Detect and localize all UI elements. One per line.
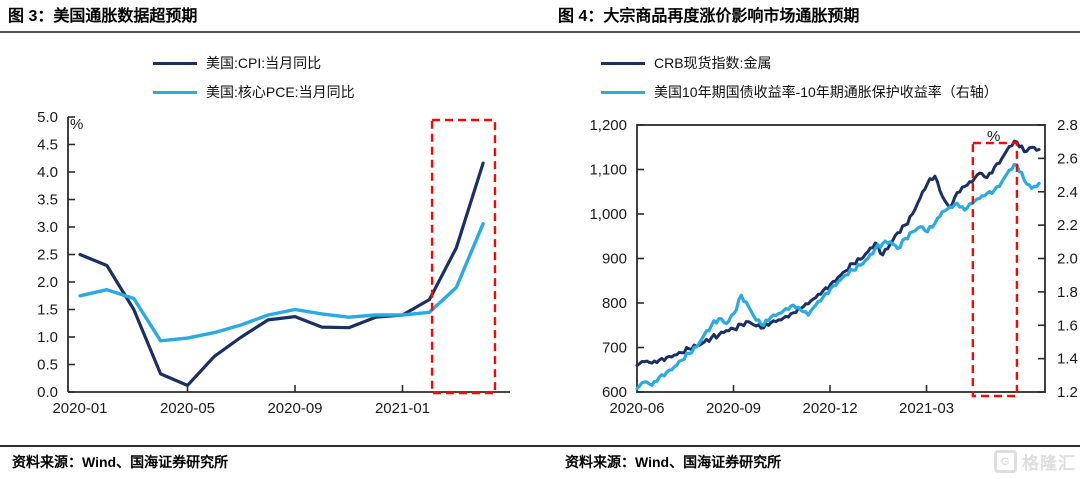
svg-text:1,100: 1,100 <box>589 162 627 179</box>
svg-text:2.0: 2.0 <box>1057 251 1078 268</box>
svg-text:1.8: 1.8 <box>1057 284 1078 301</box>
svg-text:%: % <box>70 116 83 133</box>
svg-text:1.5: 1.5 <box>37 302 58 319</box>
core-pce-line-swatch <box>153 90 197 94</box>
us-inflation-line-chart: 0.0 0.5 1.0 1.5 2.0 2.5 3.0 3.5 4.0 4.5 5.0 2020-01… <box>37 109 510 417</box>
breakeven-line-swatch <box>601 90 645 94</box>
svg-text:1.4: 1.4 <box>1057 351 1078 368</box>
svg-text:2021-03: 2021-03 <box>899 400 954 417</box>
core-pce-legend-label: 美国:核心PCE:当月同比 <box>206 84 355 100</box>
svg-text:4.0: 4.0 <box>37 164 58 181</box>
svg-text:2021-01: 2021-01 <box>375 400 430 417</box>
svg-text:1.0: 1.0 <box>37 329 58 346</box>
cpi-line <box>78 161 485 387</box>
legend-item-crb: CRB现货指数:金属 <box>601 55 998 71</box>
figure3-title: 图 3：美国通胀数据超预期 <box>8 8 198 25</box>
svg-text:2020-05: 2020-05 <box>160 400 215 417</box>
svg-text:2.0: 2.0 <box>37 274 58 291</box>
svg-text:2.4: 2.4 <box>1057 184 1078 201</box>
svg-text:2020-01: 2020-01 <box>52 400 107 417</box>
svg-text:2020-12: 2020-12 <box>802 400 857 417</box>
gelonghui-watermark: G 格隆汇 <box>994 449 1076 474</box>
legend-item-cpi: 美国:CPI:当月同比 <box>153 55 355 71</box>
source-divider <box>0 445 1080 447</box>
svg-text:3.0: 3.0 <box>37 219 58 236</box>
figure4-source: 资料来源：Wind、国海证券研究所 <box>565 454 782 470</box>
highlight-box <box>430 118 497 395</box>
crb-line-swatch <box>601 61 645 65</box>
svg-text:900: 900 <box>602 251 627 268</box>
svg-text:4.5: 4.5 <box>37 137 58 154</box>
svg-text:2020-09: 2020-09 <box>706 400 761 417</box>
svg-text:2.8: 2.8 <box>1057 117 1078 134</box>
svg-text:0.5: 0.5 <box>37 357 58 374</box>
svg-text:700: 700 <box>602 340 627 357</box>
crb-metals-line <box>635 139 1041 367</box>
gelonghui-watermark-text: 格隆汇 <box>1022 454 1076 473</box>
figure3-source: 资料来源：Wind、国海证券研究所 <box>12 454 229 470</box>
svg-text:0.0: 0.0 <box>37 384 58 401</box>
title-divider <box>0 31 1080 33</box>
svg-text:1,200: 1,200 <box>589 117 627 134</box>
svg-text:2020-09: 2020-09 <box>267 400 322 417</box>
core-pce-line <box>78 221 485 343</box>
svg-text:1.6: 1.6 <box>1057 317 1078 334</box>
svg-text:2.2: 2.2 <box>1057 217 1078 234</box>
legend-item-breakeven: 美国10年期国债收益率-10年期通胀保护收益率（右轴） <box>601 84 998 100</box>
crb-legend-label: CRB现货指数:金属 <box>654 55 772 71</box>
svg-text:2.5: 2.5 <box>37 247 58 264</box>
cpi-legend-label: 美国:CPI:当月同比 <box>206 55 322 71</box>
figure4-title: 图 4：大宗商品再度涨价影响市场通胀预期 <box>558 8 860 25</box>
svg-text:2020-06: 2020-06 <box>609 400 664 417</box>
figure4-legend: CRB现货指数:金属 美国10年期国债收益率-10年期通胀保护收益率（右轴） <box>601 55 998 100</box>
breakeven-legend-label: 美国10年期国债收益率-10年期通胀保护收益率（右轴） <box>654 84 998 100</box>
svg-text:%: % <box>987 128 1000 145</box>
gelonghui-logo-icon: G <box>994 450 1017 473</box>
highlight-box <box>971 141 1019 398</box>
svg-text:600: 600 <box>602 384 627 401</box>
crb-metals-breakeven-line-chart: 600 700 800 900 1,000 1,100 1,200 1.2 1.4 1.6 1.8 2… <box>589 117 1078 417</box>
svg-text:5.0: 5.0 <box>37 109 58 126</box>
svg-text:800: 800 <box>602 295 627 312</box>
legend-item-core-pce: 美国:核心PCE:当月同比 <box>153 84 355 100</box>
figure3-legend: 美国:CPI:当月同比 美国:核心PCE:当月同比 <box>153 55 355 100</box>
svg-text:1.2: 1.2 <box>1057 384 1078 401</box>
svg-text:3.5: 3.5 <box>37 192 58 209</box>
cpi-line-swatch <box>153 61 197 65</box>
svg-text:1,000: 1,000 <box>589 206 627 223</box>
svg-text:2.6: 2.6 <box>1057 150 1078 167</box>
